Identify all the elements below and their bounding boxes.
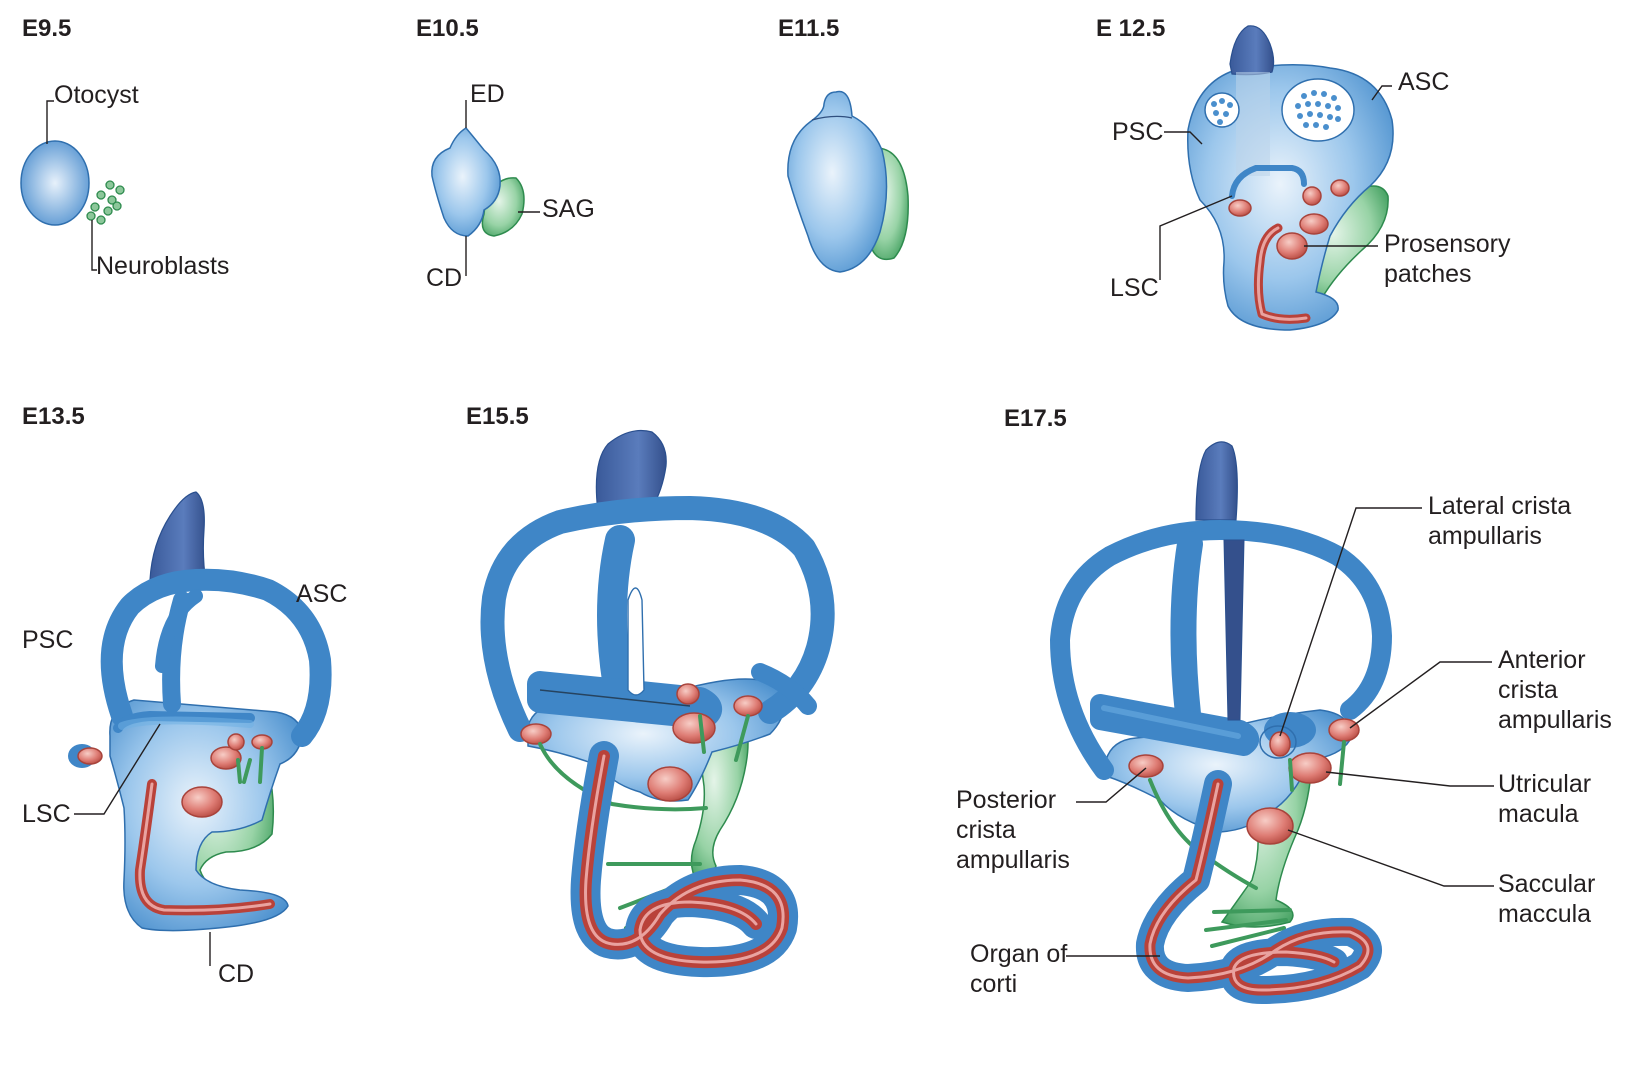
cd-label-e10-5: CD (426, 264, 462, 292)
stage-e13-5: E13.5 PSC ASC LSC CD (22, 403, 347, 988)
stage-title-e10-5: E10.5 (416, 15, 479, 42)
e12-5-lsc-leader (1159, 195, 1233, 280)
lateral-crista-label-2: ampullaris (1428, 522, 1542, 550)
e12-5-endolymphatic-duct (1229, 25, 1275, 76)
e10-5-vesicle (431, 127, 501, 237)
e12-5-psc-leader (1164, 131, 1203, 145)
neuroblast-cells (86, 180, 125, 225)
saccular-macula-label-1: Saccular (1498, 870, 1595, 898)
e17-5-lsc-highlight (1101, 705, 1241, 739)
e13-5-cd-label: CD (218, 960, 254, 988)
e15-5-canals (480, 496, 835, 742)
e17-5-cochlear-stripe-core (1148, 782, 1370, 992)
lateral-crista-leader (1279, 507, 1422, 737)
e12-5-psc-label: PSC (1112, 118, 1163, 146)
stage-e10-5: E10.5 ED SAG CD (416, 15, 595, 292)
posterior-crista-label-2: crista (956, 816, 1016, 844)
stage-title-e17-5: E17.5 (1004, 405, 1067, 432)
organ-of-corti-label-1: Organ of (970, 940, 1067, 968)
e12-5-duct-column (1236, 72, 1270, 176)
posterior-crista-label-1: Posterior (956, 786, 1056, 814)
stage-title-e11-5: E11.5 (778, 15, 839, 42)
anterior-crista-label-1: Anterior (1498, 646, 1586, 674)
otocyst-label: Otocyst (54, 81, 139, 109)
stage-title-e12-5: E 12.5 (1096, 15, 1165, 42)
e17-5-endolymphatic-duct (1195, 441, 1238, 521)
otocyst-shape (20, 140, 90, 226)
anterior-crista-leader (1349, 661, 1492, 729)
lateral-crista-label-1: Lateral crista (1428, 492, 1571, 520)
posterior-crista-label-3: ampullaris (956, 846, 1070, 874)
stage-e9-5: E9.5 Otocyst Neuroblasts (20, 15, 229, 280)
utricular-macula-label-1: Utricular (1498, 770, 1591, 798)
utricular-macula-label-2: macula (1498, 800, 1579, 828)
e15-5-sensory-patches (520, 683, 763, 802)
e17-5-duct-inner (1223, 539, 1245, 721)
stage-e15-5: E15.5 (466, 403, 835, 978)
e12-5-psc-pouch (1204, 92, 1240, 128)
stage-title-e13-5: E13.5 (22, 403, 85, 430)
anterior-crista-label-3: ampullaris (1498, 706, 1612, 734)
e15-5-lsc-line (539, 689, 691, 707)
e13-5-nerve-fibers (236, 746, 264, 784)
utricular-macula-leader (1325, 771, 1494, 787)
e13-5-lsc-leader (74, 723, 161, 815)
e12-5-asc-pouch (1281, 78, 1355, 142)
e12-5-asc-label: ASC (1398, 68, 1449, 96)
saccular-macula-label-2: maccula (1498, 900, 1591, 928)
anterior-crista-label-2: crista (1498, 676, 1558, 704)
e12-5-lsc-canal (1229, 165, 1307, 199)
stage-e12-5: E 12.5 PSC (1096, 15, 1511, 331)
e17-5-canals (1050, 520, 1392, 780)
organ-of-corti-label-2: corti (970, 970, 1017, 998)
stage-title-e9-5: E9.5 (22, 15, 71, 42)
e17-5-lateral-ampulla (1259, 725, 1297, 759)
e15-5-cochlear-stripe-core (584, 754, 785, 964)
e12-5-cochlear-stripe-core (1256, 226, 1308, 321)
anterior-crista-patch (1328, 718, 1360, 742)
e12-5-prosensory-label-1: Prosensory (1384, 230, 1511, 258)
sag-label: SAG (542, 195, 595, 223)
e11-5-ed-boundary (811, 115, 853, 121)
e13-5-asc-label: ASC (296, 580, 347, 608)
e15-5-endolymphatic-duct (595, 429, 667, 515)
e13-5-canals (68, 568, 332, 768)
e13-5-sensory-patches (77, 733, 273, 818)
utricular-macula-patch (1288, 752, 1332, 784)
e13-5-lsc-highlight (118, 716, 254, 730)
ed-label: ED (470, 80, 505, 108)
e13-5-psc-label: PSC (22, 626, 73, 654)
posterior-crista-leader (1076, 767, 1147, 803)
stage-title-e15-5: E15.5 (466, 403, 529, 430)
e13-5-endolymphatic-duct (149, 491, 207, 583)
e12-5-lsc-label: LSC (1110, 274, 1159, 302)
e13-5-lsc-label: LSC (22, 800, 71, 828)
e11-5-vesicle (787, 90, 888, 273)
e15-5-canal-gap (627, 587, 645, 696)
neuroblasts-leader (91, 220, 97, 271)
e13-5-cochlear-stripe-core (138, 782, 272, 912)
e12-5-prosensory-label-2: patches (1384, 260, 1472, 288)
posterior-crista-patch (1128, 754, 1164, 778)
e17-5-sensory-patches (1128, 718, 1360, 845)
neuroblasts-label: Neuroblasts (96, 252, 229, 280)
e12-5-prosensory-patches (1228, 179, 1350, 260)
stage-e11-5: E11.5 (778, 15, 909, 273)
stage-e17-5: E17.5 Lateral crista ampullar (956, 405, 1612, 1004)
otocyst-leader (46, 100, 54, 144)
saccular-macula-leader (1287, 829, 1494, 887)
saccular-macula-patch (1246, 807, 1294, 845)
lateral-crista-patch (1269, 731, 1291, 757)
e12-5-asc-leader (1371, 85, 1392, 101)
